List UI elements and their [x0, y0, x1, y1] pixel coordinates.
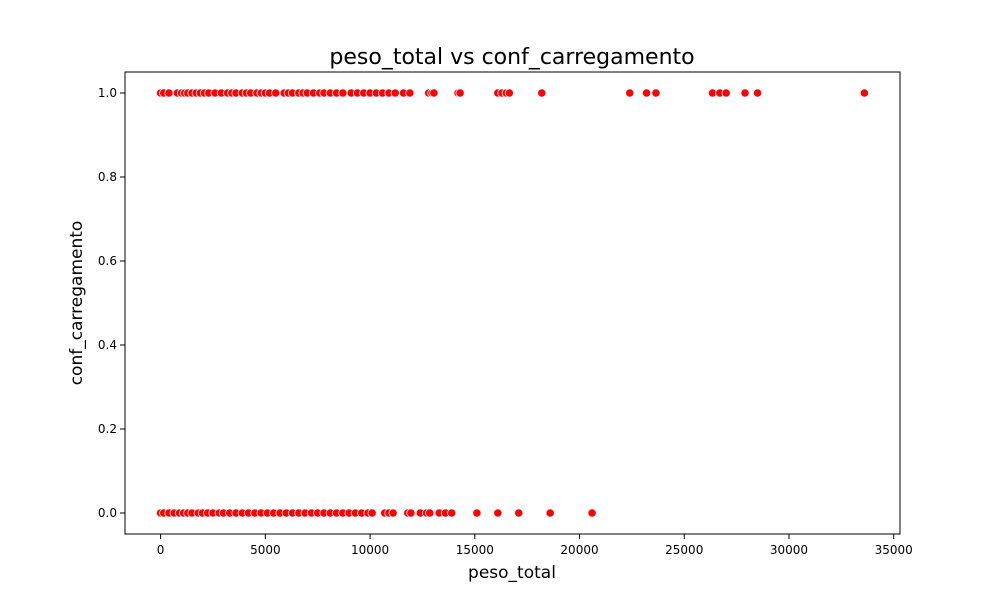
scatter-point [405, 88, 415, 98]
scatter-point [504, 88, 514, 98]
scatter-point [367, 508, 377, 518]
scatter-point [587, 508, 597, 518]
y-axis-label: conf_carregamento [67, 221, 87, 386]
scatter-point [752, 88, 763, 98]
y-tick-label: 0.4 [98, 338, 117, 352]
x-tick-label: 25000 [665, 543, 703, 557]
scatter-point [514, 508, 524, 518]
scatter-point [455, 88, 465, 98]
scatter-point [859, 88, 869, 98]
ticks-layer: 0 5000 10000 15000 20000 25000 30000 35000 0.0 0.… [98, 86, 913, 557]
scatter-point [429, 88, 439, 98]
scatter-point [651, 88, 661, 98]
x-tick-label: 5000 [250, 543, 281, 557]
scatter-point [625, 88, 635, 98]
chart-title: peso_total vs conf_carregamento [329, 45, 694, 70]
scatter-point [164, 88, 174, 98]
x-tick-label: 35000 [875, 543, 913, 557]
scatter-point [641, 88, 652, 98]
x-tick-label: 0 [157, 543, 165, 557]
x-tick-label: 20000 [560, 543, 598, 557]
scatter-point [721, 88, 731, 98]
points-layer [156, 88, 869, 518]
scatter-point [447, 508, 457, 518]
scatter-point [493, 508, 503, 518]
scatter-point [545, 508, 555, 518]
x-tick-label: 10000 [351, 543, 389, 557]
scatter-point [740, 88, 750, 98]
x-tick-label: 15000 [456, 543, 494, 557]
y-tick-label: 0.2 [98, 422, 117, 436]
scatter-point [425, 508, 435, 518]
scatter-point [537, 88, 547, 98]
scatter-point [271, 88, 281, 98]
y-tick-label: 1.0 [98, 86, 117, 100]
x-tick-label: 30000 [770, 543, 808, 557]
y-tick-label: 0.8 [98, 170, 117, 184]
x-axis-label: peso_total [468, 563, 556, 583]
scatter-point [472, 508, 482, 518]
y-tick-label: 0.6 [98, 254, 117, 268]
y-tick-label: 0.0 [98, 506, 117, 520]
scatter-point [388, 508, 398, 518]
scatter-point [390, 88, 400, 98]
scatter-point [406, 508, 416, 518]
scatter-point [338, 88, 348, 98]
plot-frame [124, 71, 901, 535]
